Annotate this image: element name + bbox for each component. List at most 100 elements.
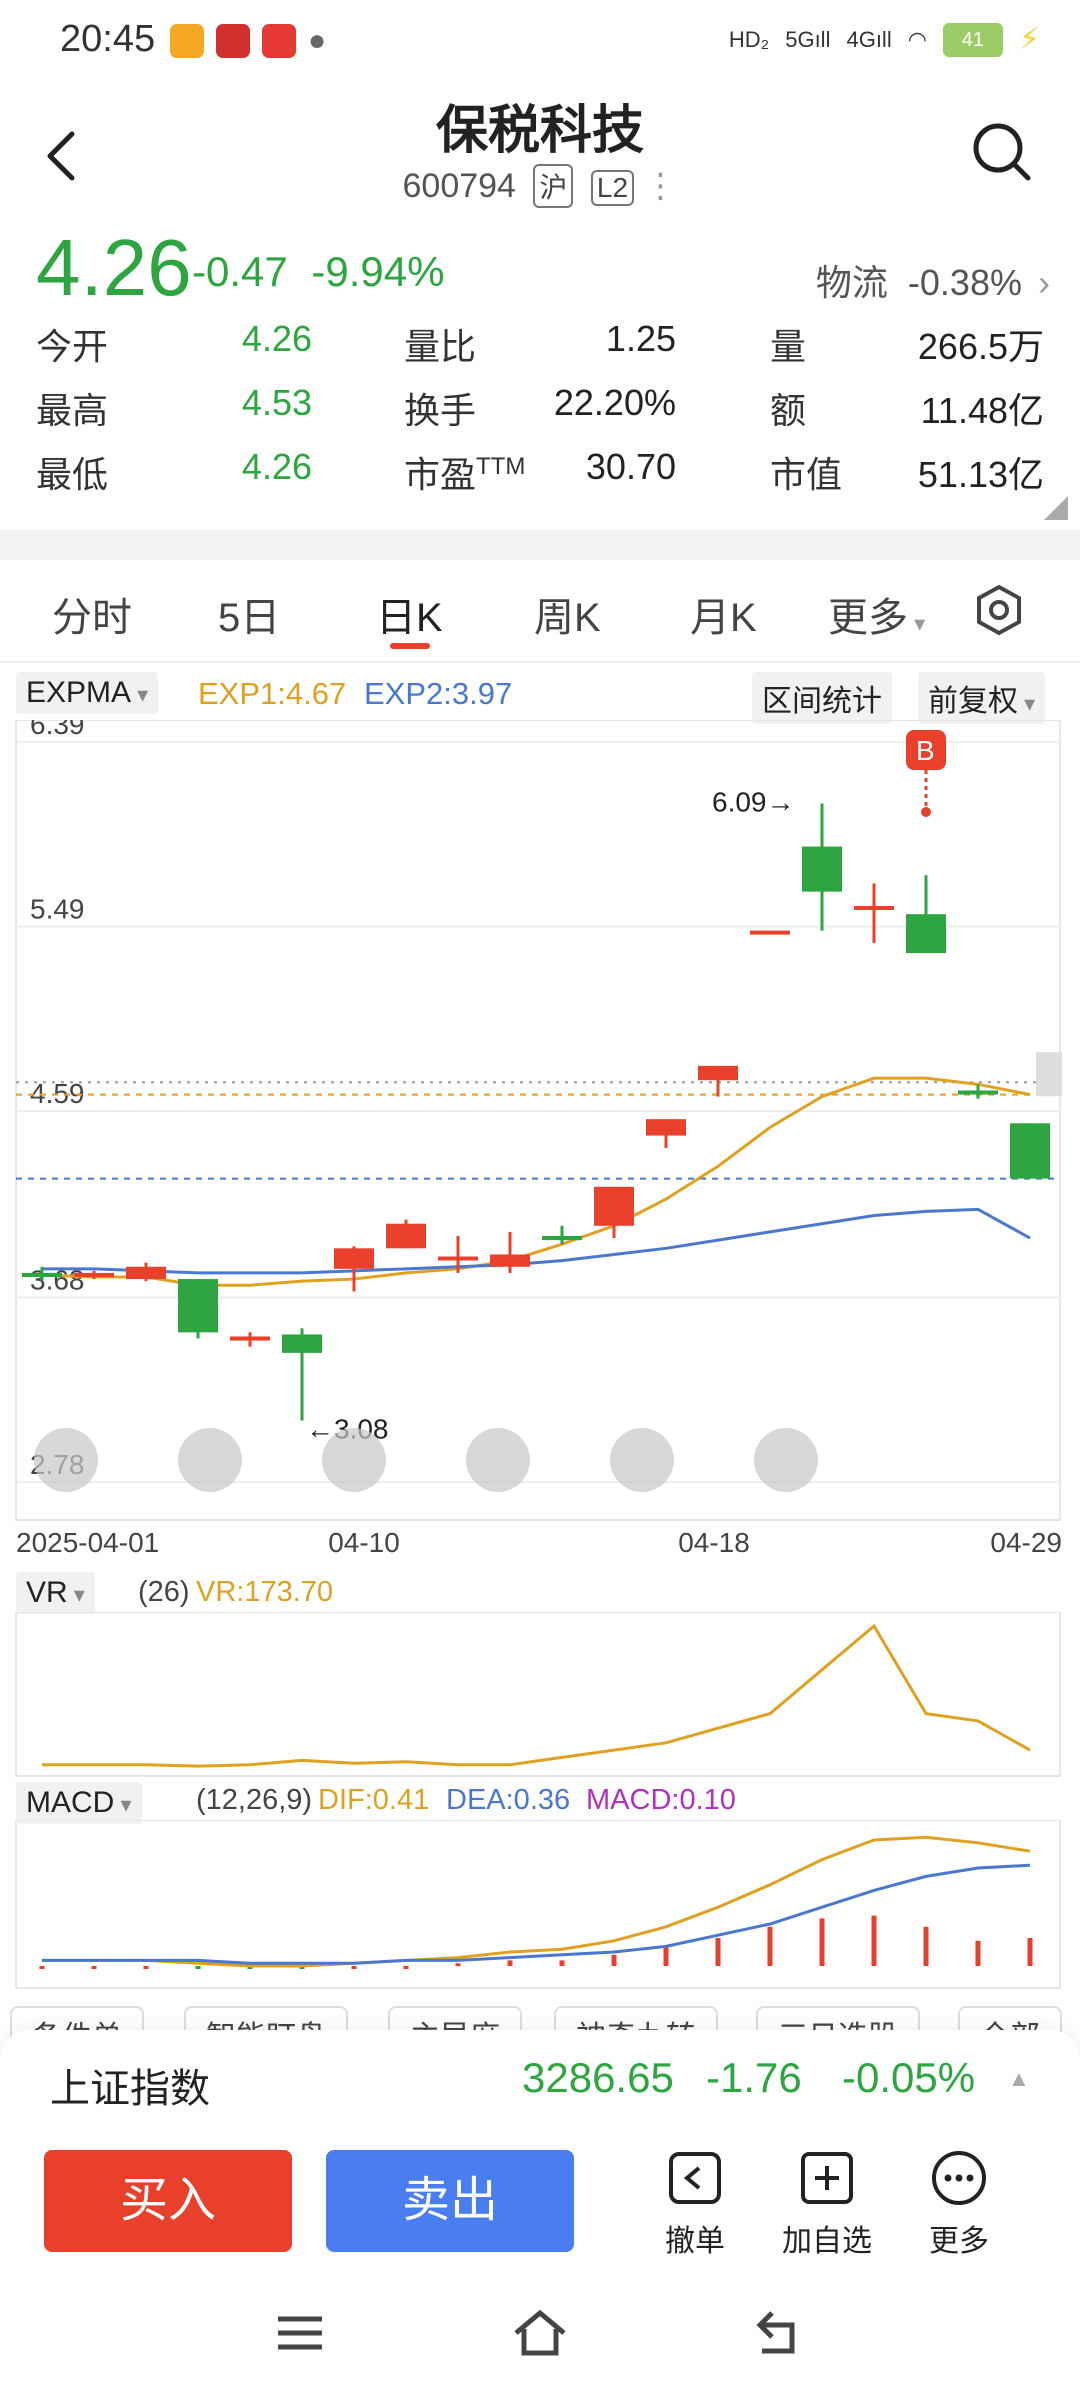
- candle-body: [698, 1065, 738, 1081]
- dea-value: DEA:0.36: [446, 1784, 571, 1816]
- stat-label: 额: [770, 390, 807, 431]
- add-watchlist-button[interactable]: 加自选: [772, 2148, 882, 2260]
- macd-bar: [767, 1926, 773, 1966]
- stat-value: 30.70: [585, 446, 676, 487]
- e-app-icon: [262, 24, 296, 58]
- caret-up-icon[interactable]: ▲: [1008, 2066, 1030, 2091]
- index-name[interactable]: 上证指数: [50, 2067, 210, 2111]
- stock-name: 保税科技: [435, 102, 644, 160]
- macd-bar: [559, 1960, 565, 1966]
- more-actions-button[interactable]: 更多: [904, 2148, 1014, 2260]
- tab-weekly-k[interactable]: 周K: [534, 596, 601, 640]
- pan-right-icon[interactable]: [610, 1428, 674, 1492]
- macd-bar: [195, 1966, 201, 1969]
- zoom-out-icon[interactable]: [322, 1428, 386, 1492]
- current-price: 4.26: [36, 223, 192, 312]
- add-watchlist-icon: [801, 2152, 853, 2204]
- fullscreen-icon[interactable]: [754, 1428, 818, 1492]
- x-tick-label: 04-18: [678, 1527, 750, 1558]
- candle-body: [74, 1272, 114, 1278]
- menu-nav-icon[interactable]: [272, 2305, 328, 2361]
- home-nav-icon[interactable]: [510, 2305, 570, 2361]
- pan-left-icon[interactable]: [466, 1428, 530, 1492]
- vr-select[interactable]: VR ▾: [16, 1572, 95, 1614]
- chart-frame: [15, 720, 1061, 1521]
- stat-label: 量: [770, 326, 807, 367]
- stat-sup: TTM: [476, 453, 526, 480]
- x-tick-label: 04-29: [990, 1527, 1062, 1558]
- stat-label: 量比: [404, 326, 477, 367]
- back-nav-icon[interactable]: [752, 2305, 808, 2361]
- macd-select[interactable]: MACD ▾: [16, 1782, 142, 1824]
- active-tab-indicator: [390, 643, 430, 649]
- index-change: -1.76: [706, 2054, 802, 2101]
- tab-monthly-k[interactable]: 月K: [690, 596, 757, 640]
- more-actions-label: 更多: [929, 2225, 989, 2258]
- tab-intraday[interactable]: 分时: [52, 596, 132, 640]
- vr-line: [42, 1623, 1031, 1768]
- stat-value: 22.20%: [553, 382, 676, 423]
- bottom-sheet: 上证指数 3286.65 -1.76 -0.05% ▲ 买入 卖出 撤单 加自选…: [0, 2030, 1080, 2400]
- stat-value: 4.53: [241, 382, 312, 423]
- hd-icon: HD₂: [728, 26, 770, 52]
- tab-5day[interactable]: 5日: [218, 596, 281, 640]
- charging-icon: ⚡: [1018, 23, 1040, 56]
- app-notification-icon: [170, 24, 204, 58]
- buy-button[interactable]: 买入: [44, 2150, 292, 2252]
- adjust-select[interactable]: 前复权 ▾: [918, 672, 1046, 724]
- candle-body: [386, 1223, 426, 1249]
- stat-value: 11.48亿: [920, 390, 1044, 431]
- macd-bar: [1027, 1938, 1033, 1966]
- scroll-handle: [1036, 1052, 1062, 1097]
- macd-bar: [143, 1966, 149, 1969]
- cancel-order-button[interactable]: 撤单: [640, 2148, 750, 2260]
- stat-label: 最高: [36, 390, 109, 431]
- vr-chart: [15, 1612, 1061, 1777]
- range-stats-button[interactable]: 区间统计: [752, 672, 892, 724]
- stat-value: 1.25: [605, 318, 676, 359]
- y-tick-label: 4.59: [30, 1078, 85, 1109]
- tab-more[interactable]: 更多 ▾: [828, 585, 925, 643]
- stat-value: 51.13亿: [917, 454, 1044, 495]
- sell-button[interactable]: 卖出: [326, 2150, 574, 2252]
- indicator-select[interactable]: EXPMA ▾: [16, 672, 159, 714]
- candle-body: [126, 1266, 166, 1280]
- macd-label: MACD: [26, 1786, 115, 1819]
- dif-value: DIF:0.41: [318, 1784, 430, 1816]
- tab-more-label: 更多: [828, 596, 908, 640]
- macd-bar: [403, 1966, 409, 1969]
- sector-link[interactable]: 物流 -0.38% ›: [816, 254, 1050, 306]
- stat-label: 今开: [36, 326, 109, 367]
- stat-value: 266.5万: [917, 326, 1044, 367]
- stat-value: 4.26: [241, 318, 312, 359]
- back-icon[interactable]: [42, 128, 82, 184]
- index-value: 3286.65: [522, 2054, 674, 2101]
- candle-body: [594, 1186, 634, 1226]
- dea-line: [42, 1863, 1031, 1965]
- stat-value: 4.26: [241, 446, 312, 487]
- expand-corner-icon[interactable]: [1044, 496, 1068, 520]
- search-icon[interactable]: [970, 120, 1034, 184]
- index-pct: -0.05%: [842, 2054, 976, 2101]
- level2-tag[interactable]: L2: [590, 170, 635, 206]
- exp2-value: EXP2:3.97: [364, 676, 513, 711]
- macd-params: (12,26,9): [196, 1784, 313, 1816]
- vr-value: VR:173.70: [196, 1576, 334, 1608]
- more-dots-icon[interactable]: ⋮: [643, 167, 678, 205]
- wifi-icon: ◠: [907, 26, 927, 52]
- high-label: 6.09→: [712, 786, 795, 817]
- indicator-label: EXPMA: [26, 676, 132, 709]
- sector-pct: -0.38%: [907, 262, 1022, 303]
- zoom-in-icon[interactable]: [178, 1428, 242, 1492]
- rewind-icon[interactable]: [34, 1428, 98, 1492]
- stat-label: 最低: [36, 454, 109, 495]
- adjust-label: 前复权: [928, 685, 1018, 718]
- macd-value: MACD:0.10: [586, 1784, 736, 1816]
- add-watchlist-label: 加自选: [782, 2225, 872, 2258]
- buy-marker-label: B: [916, 735, 935, 766]
- candlestick-chart[interactable]: 6.395.494.593.682.786.09→←3.08B2025-04-0…: [0, 720, 1080, 1560]
- more-dots-icon: [932, 2151, 986, 2205]
- settings-icon[interactable]: [972, 583, 1026, 637]
- tab-daily-k[interactable]: 日K: [376, 596, 443, 640]
- macd-bar: [715, 1938, 721, 1966]
